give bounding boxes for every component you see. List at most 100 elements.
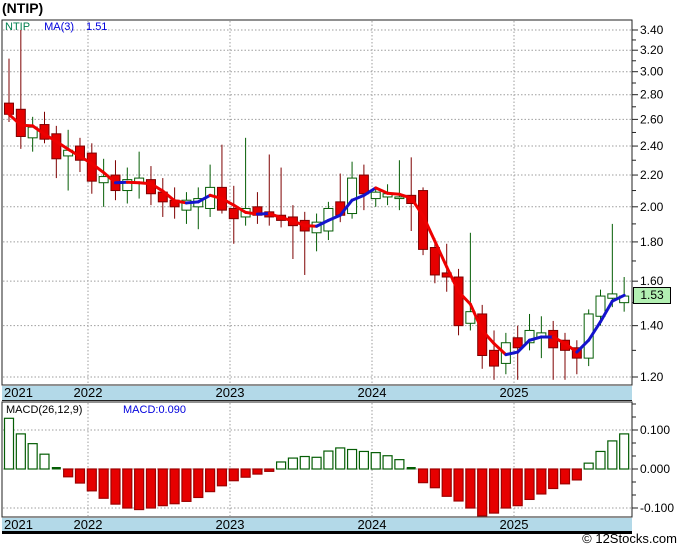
ma-segment [468, 302, 484, 332]
ma-segment [421, 214, 437, 243]
price-axis-label: 2.00 [640, 200, 664, 214]
macd-bar [595, 450, 606, 470]
candle-body [418, 190, 429, 250]
ma-segment [409, 196, 425, 218]
macd-bar [145, 468, 157, 509]
ma-segment [457, 290, 472, 306]
candle-body [122, 179, 133, 192]
macd-bar [417, 468, 429, 484]
candles-group [4, 30, 630, 380]
ma-segment [480, 328, 496, 346]
ma-line-group [7, 112, 626, 357]
macd-bar [559, 468, 571, 485]
ma-segment [279, 216, 295, 223]
year-label: 2021 [4, 517, 33, 532]
macd-bar [228, 468, 239, 482]
candle-body [595, 295, 606, 317]
ma-segment [90, 162, 106, 175]
price-axis-label: 1.40 [640, 319, 664, 333]
macd-param-label: MACD(26,12,9) [6, 404, 83, 416]
axis-group: 3.40 3.20 3.00 2.80 2.60 2.40 2.20 2.00 1.80 1.60… [632, 23, 674, 515]
ma-segment [504, 350, 520, 357]
macd-bar [607, 440, 618, 470]
candle-body [228, 207, 239, 220]
candle-body [98, 176, 109, 184]
macd-bar [299, 455, 310, 470]
macd-bar [583, 462, 594, 470]
macd-bar [358, 450, 369, 470]
ma-segment [362, 186, 378, 197]
macd-bar [548, 468, 559, 490]
price-axis-label: 3.40 [640, 23, 664, 37]
ma-segment [599, 299, 614, 324]
macd-bar [335, 447, 346, 470]
ma-segment [563, 342, 579, 354]
macd-bar [252, 468, 263, 475]
macd-panel-frame [1, 401, 633, 518]
year-label: 2025 [499, 385, 529, 400]
macd-bar [205, 468, 216, 493]
ma-segment [528, 335, 543, 342]
candle-body [489, 349, 500, 367]
ma-segment [54, 139, 70, 151]
ma-segment [66, 147, 82, 158]
macd-axis-label: 0.000 [640, 462, 670, 476]
ma-segment [161, 189, 177, 203]
candle-body [51, 133, 62, 160]
macd-axis-label: -0.100 [640, 501, 674, 515]
macd-bar [122, 468, 133, 509]
ma-segment [113, 180, 129, 185]
candle-body [370, 191, 381, 200]
macd-bar [74, 468, 86, 484]
ma-segment [303, 224, 319, 228]
ma-segment [220, 197, 236, 207]
ma-segment [326, 213, 342, 222]
panel-frames [1, 19, 633, 518]
macd-bar [346, 448, 358, 470]
macd-bar [134, 468, 145, 511]
ma-segment [19, 123, 35, 128]
macd-xaxis-year-band: 2021 2022 2023 2024 2025 [2, 518, 632, 534]
macd-bar [27, 443, 38, 470]
macd-legend: MACD(26,12,9) MACD:0.090 [6, 404, 186, 416]
candle-body [583, 313, 594, 359]
ma-segment [516, 338, 532, 354]
year-label: 2023 [215, 385, 245, 400]
macd-bar [477, 468, 488, 517]
macd-bar [39, 453, 50, 470]
price-axis-label: 2.80 [640, 88, 664, 102]
ma-segment [267, 212, 283, 220]
gridlines [3, 21, 631, 516]
price-axis-label: 3.00 [640, 65, 664, 79]
macd-bar [536, 468, 547, 495]
ma-segment [338, 198, 354, 217]
ma-segment [445, 265, 461, 294]
macd-bar [275, 461, 287, 470]
ma-segment [433, 239, 449, 269]
ma-segment [386, 191, 401, 196]
price-axis-label: 2.20 [640, 168, 664, 182]
candle-body [453, 276, 464, 327]
candle-body [347, 177, 358, 215]
macd-bar [524, 468, 535, 501]
page-title: (NTIP) [2, 0, 44, 16]
ma-segment [125, 180, 141, 185]
macd-bar [193, 468, 204, 499]
price-axis-label: 1.60 [640, 274, 664, 288]
macd-bar [453, 468, 464, 502]
macd-bar [488, 468, 500, 514]
macd-bar [619, 433, 630, 470]
macd-bar [311, 456, 322, 470]
ma-segment [587, 320, 602, 342]
ma-segment [78, 154, 94, 166]
year-label: 2021 [4, 385, 33, 400]
ma-segment [350, 193, 366, 202]
price-axis-label: 3.20 [640, 43, 664, 57]
legend-ma-value: 1.51 [86, 21, 108, 33]
macd-bar [98, 468, 109, 499]
macd-bar [157, 468, 168, 507]
candle-body [358, 174, 369, 195]
macd-bar [216, 468, 228, 487]
macd-bar [571, 468, 582, 481]
